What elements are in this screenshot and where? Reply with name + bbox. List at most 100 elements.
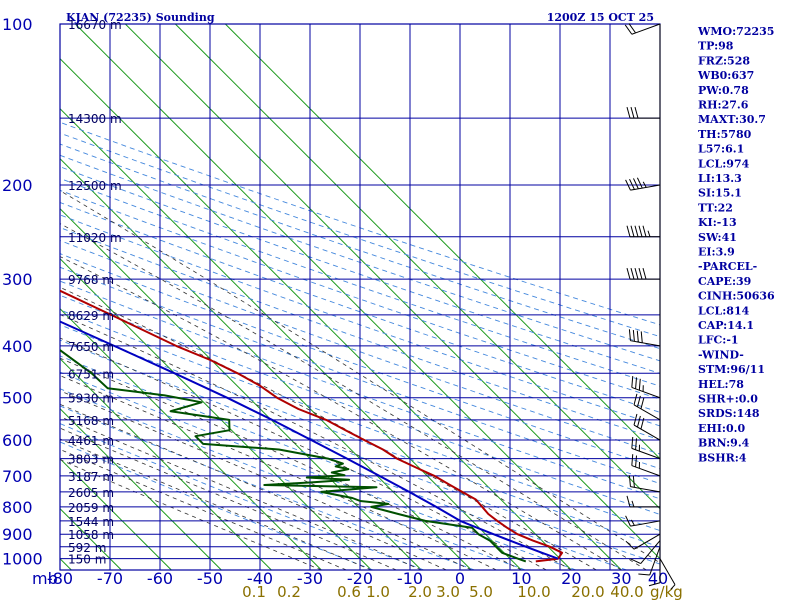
temperature-tick-label: -60: [147, 569, 173, 588]
mixing-ratio-tick-label: 3.0: [436, 583, 460, 600]
index-value: RH:27.6: [698, 99, 749, 112]
isotherm-line: [124, 24, 660, 560]
height-label: 12500 m: [68, 179, 122, 193]
mixing-ratio-tick-label: 20.0: [571, 583, 604, 600]
temperature-tick-label: 20: [561, 569, 581, 588]
dry-adiabat-line: [60, 355, 627, 570]
wind-barb: [625, 533, 661, 550]
wind-barb: [625, 515, 661, 527]
isotherm-line: [60, 157, 472, 570]
index-value: TP:98: [698, 40, 734, 53]
wind-barb: [633, 393, 661, 421]
pressure-tick-label: 400: [2, 337, 33, 356]
chart-title-time: 1200Z 15 OCT 25: [547, 11, 654, 24]
pressure-tick-label: 500: [2, 389, 33, 408]
height-label: 5168 m: [68, 414, 114, 428]
index-value: CAPE:39: [698, 275, 751, 288]
height-label: 150 m: [68, 553, 106, 567]
index-value: SI:15.1: [698, 187, 742, 200]
parcel-profile-line: [60, 320, 559, 560]
moist-adiabat-line: [60, 223, 647, 570]
isotherm-line: [60, 307, 322, 570]
mixing-ratio-unit-label: g/kg: [650, 583, 683, 600]
index-value: LFC:-1: [698, 334, 739, 347]
wind-barb: [626, 107, 660, 119]
moist-adiabat-line: [60, 357, 522, 570]
dry-adiabat-line: [60, 388, 526, 570]
wind-barb: [624, 23, 661, 35]
temperature-profile-line: [60, 289, 564, 563]
index-value: TH:5780: [698, 128, 752, 141]
wind-barb: [626, 495, 660, 508]
isotherm-line: [60, 257, 372, 570]
wind-barb: [628, 329, 661, 347]
wind-barb: [659, 558, 676, 590]
wind-barb: [631, 436, 661, 460]
index-value: SHR+:0.0: [698, 393, 758, 406]
index-value: TT:22: [698, 201, 733, 214]
moist-adiabat-line: [60, 390, 472, 570]
pressure-tick-label: 900: [2, 525, 33, 544]
index-value: SW:41: [698, 231, 737, 244]
wind-barb: [631, 376, 661, 399]
wind-barb: [648, 552, 661, 587]
height-label: 14300 m: [68, 112, 122, 126]
temperature-tick-label: -10: [397, 569, 423, 588]
dry-adiabat-line: [60, 214, 660, 427]
height-label: 9768 m: [68, 273, 114, 287]
isotherm-line: [174, 24, 660, 510]
temperature-tick-label: -40: [247, 569, 273, 588]
pressure-tick-label: 300: [2, 270, 33, 289]
wind-barb: [625, 177, 661, 191]
wind-barb: [626, 225, 660, 238]
height-label: 16670 m: [68, 18, 122, 32]
height-label: 2605 m: [68, 486, 114, 500]
temperature-tick-label: 40: [648, 569, 668, 588]
height-label: 3187 m: [68, 470, 114, 484]
pressure-axis-label: mb: [32, 569, 58, 588]
wind-barb: [638, 546, 661, 576]
mixing-ratio-tick-label: 0.6: [337, 583, 361, 600]
height-label: 1058 m: [68, 528, 114, 542]
index-value: HEL:78: [698, 378, 744, 391]
index-value: L57:6.1: [698, 143, 744, 156]
height-label: 4461 m: [68, 434, 114, 448]
index-value: PW:0.78: [698, 84, 749, 97]
index-value: STM:96/11: [698, 363, 765, 376]
pressure-tick-label: 200: [2, 176, 33, 195]
dry-adiabat-line: [60, 405, 475, 570]
dry-adiabat-line: [60, 201, 660, 413]
index-value: -WIND-: [698, 348, 744, 361]
index-value: LI:13.3: [698, 172, 742, 185]
wind-barb: [626, 267, 660, 280]
height-label: 2059 m: [68, 501, 114, 515]
index-value: BSHR:4: [698, 451, 747, 464]
temperature-tick-label: -70: [97, 569, 123, 588]
isotherm-line: [60, 407, 222, 570]
isotherm-line: [74, 24, 622, 570]
wind-barb: [631, 454, 661, 477]
wind-barb: [628, 475, 661, 493]
moist-adiabat-line: [60, 337, 547, 570]
dry-adiabat-line: [60, 294, 660, 515]
index-value: EI:3.9: [698, 246, 735, 259]
height-label: 8629 m: [68, 309, 114, 323]
height-label: 5930 m: [68, 392, 114, 406]
index-value: LCL:974: [698, 157, 750, 170]
wind-barb: [633, 413, 661, 441]
temperature-tick-label: -50: [197, 569, 223, 588]
moist-adiabat-line: [60, 375, 497, 570]
height-label: 3803 m: [68, 453, 114, 467]
chart-title-station: KJAN (72235) Sounding: [66, 11, 215, 24]
wind-barb: [630, 540, 661, 565]
dry-adiabat-line: [60, 154, 660, 362]
height-label: 592 m: [68, 541, 106, 555]
index-value: -PARCEL-: [698, 260, 757, 273]
height-label: 7650 m: [68, 340, 114, 354]
index-value: CINH:50636: [698, 290, 775, 303]
pressure-tick-label: 600: [2, 431, 33, 450]
mixing-ratio-tick-label: 0.1: [242, 583, 266, 600]
mixing-ratio-tick-label: 40.0: [610, 583, 643, 600]
mixing-ratio-tick-label: 2.0: [408, 583, 432, 600]
